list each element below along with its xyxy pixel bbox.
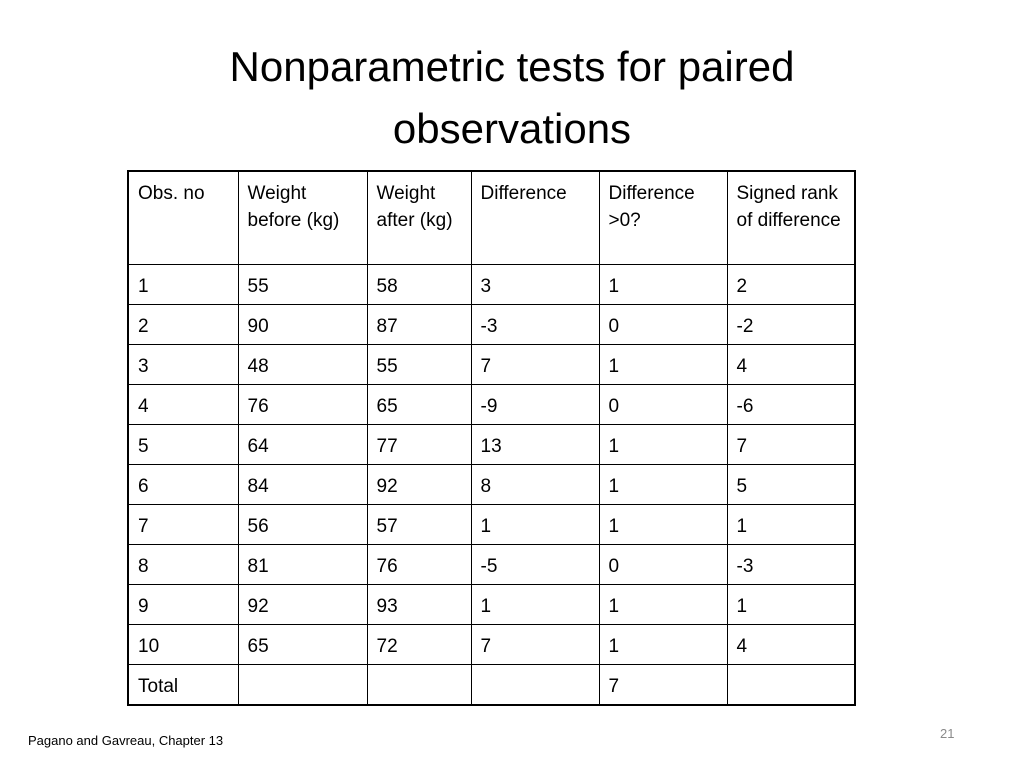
table-cell: 9	[127, 584, 239, 625]
table-cell: -2	[726, 304, 856, 345]
table-cell: 1	[726, 584, 856, 625]
table-cell: 1	[127, 264, 239, 305]
table-cell: 7	[127, 504, 239, 545]
table-cell: 6	[127, 464, 239, 505]
table-cell: 1	[598, 584, 728, 625]
table-row: 10 65 72 7 1 4	[127, 624, 856, 665]
table-cell: -5	[470, 544, 600, 585]
table-cell: 92	[366, 464, 472, 505]
table-cell: 1	[598, 424, 728, 465]
header-cell: Weight before (kg)	[237, 170, 368, 265]
table-cell: 81	[237, 544, 368, 585]
header-cell: Obs. no	[127, 170, 239, 265]
table-cell: 64	[237, 424, 368, 465]
table-cell: -6	[726, 384, 856, 425]
table-cell: 4	[726, 344, 856, 385]
table-cell: 65	[237, 624, 368, 665]
table-cell: -9	[470, 384, 600, 425]
table-row: 5 64 77 13 1 7	[127, 424, 856, 465]
footer-source: Pagano and Gavreau, Chapter 13	[28, 733, 224, 748]
table-cell: 13	[470, 424, 600, 465]
table-cell: 55	[366, 344, 472, 385]
header-cell: Difference >0?	[598, 170, 728, 265]
table-cell: 10	[127, 624, 239, 665]
table-cell: 5	[726, 464, 856, 505]
header-cell: Difference	[470, 170, 600, 265]
table-cell: 5	[127, 424, 239, 465]
table-cell: 1	[598, 464, 728, 505]
table-cell: 0	[598, 544, 728, 585]
table-cell	[237, 664, 368, 706]
table-cell: 58	[366, 264, 472, 305]
table-cell: 72	[366, 624, 472, 665]
table-cell: 87	[366, 304, 472, 345]
table-cell: 3	[127, 344, 239, 385]
table-cell: 77	[366, 424, 472, 465]
table-cell: 48	[237, 344, 368, 385]
table-cell: 1	[726, 504, 856, 545]
table-cell: 55	[237, 264, 368, 305]
header-row: Obs. no Weight before (kg) Weight after (k…	[127, 170, 856, 265]
table-cell: 1	[598, 344, 728, 385]
table-cell: 1	[598, 504, 728, 545]
table-cell	[470, 664, 600, 706]
data-table: Obs. no Weight before (kg) Weight after (k…	[127, 170, 856, 706]
table-cell: 7	[598, 664, 728, 706]
table-cell: 7	[470, 624, 600, 665]
table-row: 3 48 55 7 1 4	[127, 344, 856, 385]
table-cell: 4	[726, 624, 856, 665]
table-cell: -3	[726, 544, 856, 585]
table-cell	[366, 664, 472, 706]
table-cell: 7	[470, 344, 600, 385]
slide-title: Nonparametric tests for paired observati…	[229, 43, 795, 152]
table-cell: 92	[237, 584, 368, 625]
table-cell: 0	[598, 304, 728, 345]
table-cell: Total	[127, 664, 239, 706]
table-cell	[726, 664, 856, 706]
header-cell: Weight after (kg)	[366, 170, 472, 265]
table-cell: 2	[726, 264, 856, 305]
table-cell: 1	[470, 584, 600, 625]
table-cell: 76	[366, 544, 472, 585]
table-cell: 76	[237, 384, 368, 425]
page-number: 21	[940, 726, 955, 741]
table-cell: 93	[366, 584, 472, 625]
table-cell: 56	[237, 504, 368, 545]
header-cell: Signed rank of difference	[726, 170, 856, 265]
table-cell: 0	[598, 384, 728, 425]
table-cell: 2	[127, 304, 239, 345]
table-row: 2 90 87 -3 0 -2	[127, 304, 856, 345]
table-cell: 65	[366, 384, 472, 425]
table-row: 4 76 65 -9 0 -6	[127, 384, 856, 425]
table-cell: 84	[237, 464, 368, 505]
table-cell: -3	[470, 304, 600, 345]
table-row: 1 55 58 3 1 2	[127, 264, 856, 305]
table-row: 6 84 92 8 1 5	[127, 464, 856, 505]
table-cell: 90	[237, 304, 368, 345]
table-row: 9 92 93 1 1 1	[127, 584, 856, 625]
table-cell: 7	[726, 424, 856, 465]
table-cell: 1	[598, 264, 728, 305]
table-cell: 8	[127, 544, 239, 585]
table-cell: 1	[470, 504, 600, 545]
table-row: Total 7	[127, 664, 856, 706]
table-row: 8 81 76 -5 0 -3	[127, 544, 856, 585]
table-cell: 3	[470, 264, 600, 305]
table-cell: 57	[366, 504, 472, 545]
table-row: 7 56 57 1 1 1	[127, 504, 856, 545]
table-cell: 4	[127, 384, 239, 425]
table-cell: 8	[470, 464, 600, 505]
table-cell: 1	[598, 624, 728, 665]
